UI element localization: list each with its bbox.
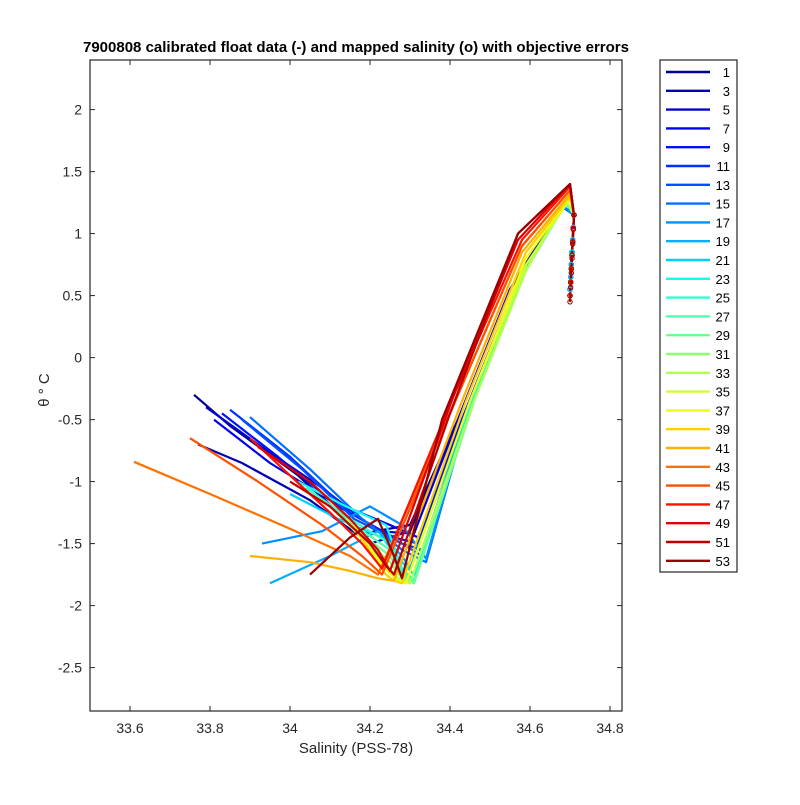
legend-label-35: 35 [716,385,730,400]
legend-label-9: 9 [723,140,730,155]
y-tick-label: 1.5 [63,164,83,180]
legend-label-39: 39 [716,422,730,437]
legend-label-43: 43 [716,460,730,475]
x-tick-label: 34.2 [356,720,383,736]
legend-label-37: 37 [716,403,730,418]
x-tick-label: 33.6 [116,720,143,736]
legend-label-21: 21 [716,253,730,268]
y-tick-label: -2.5 [58,660,82,676]
mapped-salinity-markers [567,212,577,305]
y-tick-label: 2 [74,102,82,118]
legend-label-17: 17 [716,215,730,230]
mapped-salinity-point-51 [569,252,575,259]
x-tick-label: 34.8 [596,720,623,736]
legend-label-47: 47 [716,497,730,512]
mapped-salinity-point-53 [570,241,576,247]
legend-label-41: 41 [716,441,730,456]
y-tick-label: 1 [74,226,82,242]
legend-label-3: 3 [723,84,730,99]
legend-label-27: 27 [716,309,730,324]
x-tick-label: 33.8 [196,720,223,736]
x-axis-title: Salinity (PSS-78) [299,740,413,757]
x-tick-label: 34.4 [436,720,463,736]
y-tick-label: 0.5 [63,288,83,304]
y-axis: 2 1.5 1 0.5 0 -0.5 -1 -1.5 -2 -2.5 [58,102,622,676]
mapped-salinity-point-53 [568,284,574,290]
legend: 1357911131517192123252729313335373941434… [659,59,738,573]
series-line-53 [309,182,576,580]
x-axis: 33.6 33.8 34 34.2 34.4 34.6 34.8 [116,60,624,736]
x-tick-label: 34 [282,720,298,736]
legend-label-1: 1 [723,65,730,80]
y-tick-label: -0.5 [58,412,82,428]
y-tick-label: -1 [70,474,83,490]
legend-label-11: 11 [717,159,731,174]
chart-title: 7900808 calibrated float data (-) and ma… [83,39,629,56]
legend-label-49: 49 [716,516,730,531]
x-tick-label: 34.6 [516,720,543,736]
mapped-salinity-point-51 [568,279,574,285]
series-layer [133,182,576,585]
legend-label-7: 7 [723,121,730,136]
legend-label-29: 29 [716,328,730,343]
y-axis-title: θ ° C [36,373,53,407]
mapped-salinity-point-53 [569,255,575,262]
mapped-salinity-point-51 [570,239,576,245]
legend-label-13: 13 [716,178,730,193]
legend-label-33: 33 [716,366,730,381]
y-tick-label: -1.5 [58,536,82,552]
legend-label-5: 5 [723,103,730,118]
legend-label-15: 15 [716,197,730,212]
legend-label-23: 23 [716,272,730,287]
mapped-salinity-point-51 [567,292,573,299]
y-tick-label: 0 [74,350,82,366]
plot-frame [89,59,623,712]
legend-label-45: 45 [716,479,730,494]
legend-label-53: 53 [716,554,730,569]
mapped-salinity-point-53 [570,226,576,233]
plot-area [90,60,622,711]
legend-label-19: 19 [716,234,730,249]
mapped-salinity-point-53 [571,212,577,218]
legend-label-31: 31 [716,347,730,362]
mapped-salinity-point-53 [567,299,573,305]
y-tick-label: -2 [70,598,83,614]
mapped-salinity-point-21 [569,249,575,255]
mapped-salinity-point-53 [568,270,574,276]
legend-label-25: 25 [716,291,730,306]
legend-label-51: 51 [716,535,730,550]
